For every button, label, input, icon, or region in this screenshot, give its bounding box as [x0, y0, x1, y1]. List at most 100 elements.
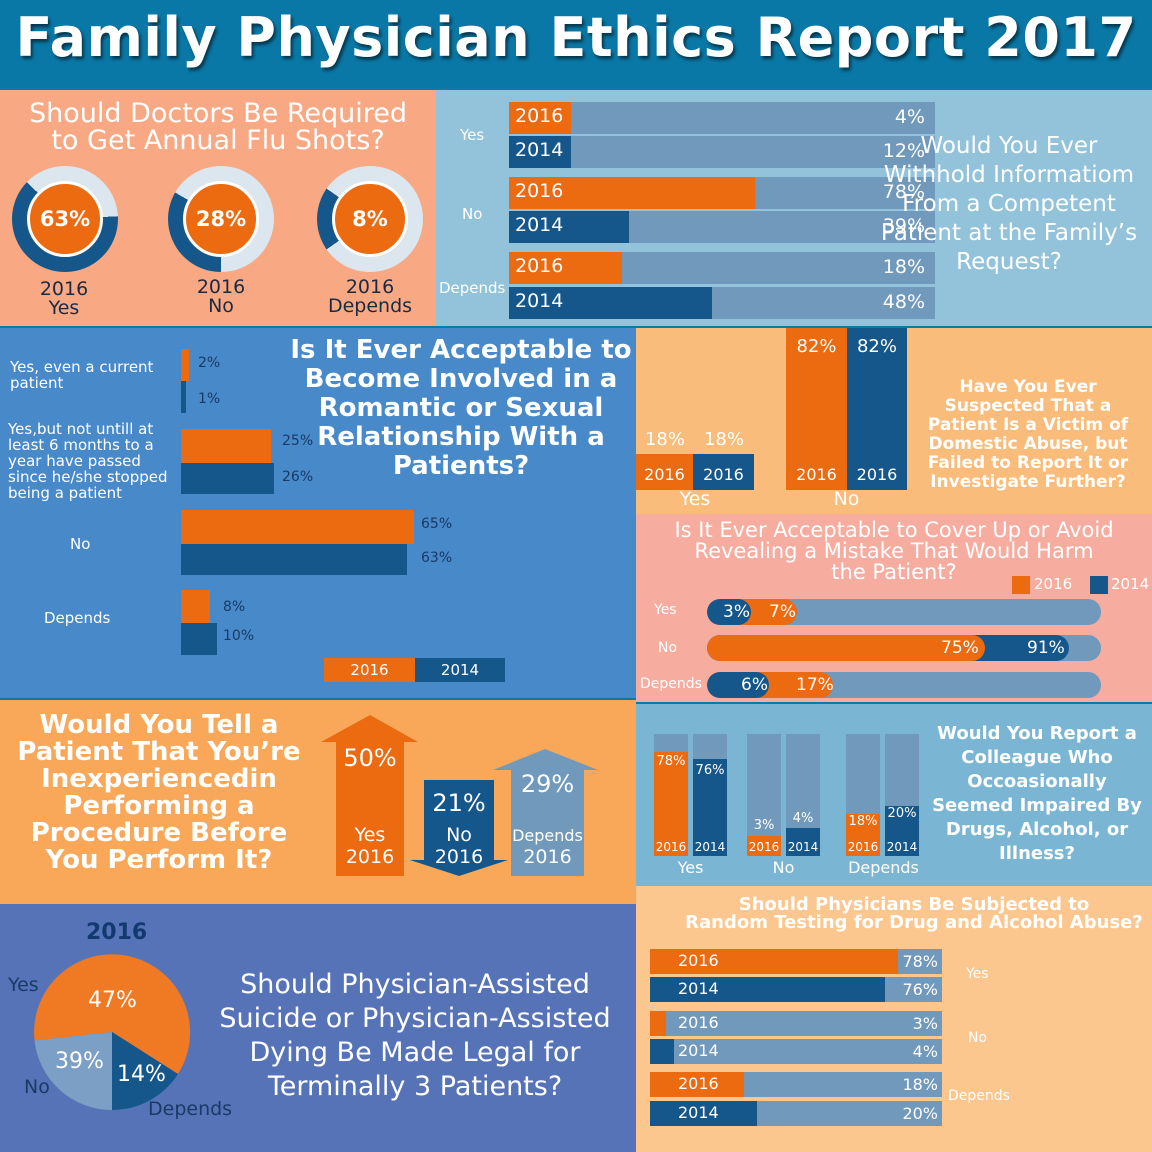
seg-2014	[707, 599, 751, 625]
pct-2014: 3%	[723, 602, 750, 622]
bar-fill	[650, 1101, 757, 1126]
abuse-pct: 82%	[856, 336, 897, 357]
pie-slice-no	[34, 1032, 112, 1110]
bar-fill	[650, 1039, 674, 1064]
donut-no-value: 28%	[183, 181, 259, 257]
withhold-bar-yes-2014: 2014 12%	[509, 136, 935, 168]
cover-pill-depends: 6% 17%	[707, 672, 1101, 698]
bar-fill	[509, 136, 571, 168]
cover-label-depends: Depends	[640, 676, 702, 692]
cover-title-line-1: Is It Ever Acceptable to Cover Up or Avo…	[674, 518, 1114, 542]
seg-2016	[707, 635, 985, 661]
romance-label-current: Yes, even a current patient	[10, 358, 154, 392]
romance-pct: 2%	[198, 355, 221, 371]
pct-2014: 6%	[741, 675, 768, 695]
arrows-graphic	[321, 715, 598, 876]
testing-bar-yes-2014: 2014 76%	[650, 977, 942, 1002]
romance-bar-depends-2014	[181, 623, 217, 655]
cover-label-yes: Yes	[654, 602, 677, 618]
donut-depends-answer: Depends	[327, 295, 413, 317]
romance-pct: 65%	[421, 516, 453, 532]
report-title: Would You Report a Colleague Who Occoasi…	[932, 723, 1142, 864]
withhold-bar-depends-2014: 2014 48%	[509, 287, 935, 319]
arrow-depends-year: 2016	[523, 846, 572, 868]
bar-year: 2014	[515, 290, 564, 312]
testing-title: Should Physicians Be Subjected to Random…	[676, 896, 1152, 932]
report-group-depends: Depends	[848, 858, 919, 877]
dying-title: Should Physician-Assisted Suicide or Phy…	[219, 969, 611, 1102]
legend-2016: 2016	[324, 658, 415, 682]
legend-2014: 2014	[415, 658, 505, 682]
col-pct: 3%	[753, 818, 775, 833]
romance-title: Is It Ever Acceptable to Become Involved…	[290, 335, 632, 481]
arrow-up-depends	[493, 749, 598, 876]
arrow-depends-answer: Depends	[512, 826, 583, 845]
bar-pct: 39%	[882, 215, 925, 237]
arrow-yes-answer: Yes	[354, 824, 386, 846]
bar-year: 2014	[515, 214, 564, 236]
cover-pill-no: 75% 91%	[707, 635, 1101, 661]
bar-fill	[650, 949, 898, 974]
donut-yes-value: 63%	[27, 181, 103, 257]
romance-pct: 25%	[282, 433, 314, 449]
testing-bar-depends-2014: 2014 20%	[650, 1101, 942, 1126]
withhold-bar-no-2016: 2016 78%	[509, 177, 935, 209]
bar-fill	[509, 102, 571, 134]
bar-fill	[650, 1011, 666, 1036]
arrow-depends-pct: 29%	[520, 770, 575, 798]
pie-chart	[34, 954, 191, 1111]
pct-2016: 75%	[941, 638, 979, 658]
bar-year: 2016	[856, 465, 898, 484]
cover-title-line-2: Revealing a Mistake That Would Harm	[694, 539, 1094, 563]
testing-bar-no-2016: 2016 3%	[650, 1011, 942, 1036]
report-col-no-2014: 4% 2014	[786, 734, 820, 856]
flu-title-line-2: to Get Annual Flu Shots?	[51, 125, 385, 156]
arrow-up-yes	[321, 715, 418, 876]
romance-bar-current-2014	[181, 381, 186, 413]
arrow-yes-year: 2016	[345, 846, 395, 868]
col-year: 2014	[886, 840, 918, 854]
romance-pct: 26%	[282, 469, 314, 485]
abuse-title: Have You Ever Suspected That a Patient I…	[927, 377, 1129, 492]
bar-fill	[509, 287, 712, 319]
bar-year: 2016	[515, 180, 564, 202]
flu-shots-panel: Should Doctors Be Required to Get Annual…	[0, 90, 436, 326]
bar-year: 2016	[796, 465, 837, 484]
testing-group-no: No	[968, 1030, 988, 1046]
testing-title-line-1: Should Physicians Be Subjected to	[738, 894, 1090, 915]
bar-pct: 18%	[882, 256, 925, 278]
donut-depends: 8%	[317, 166, 423, 272]
romance-bar-no-2016	[181, 510, 414, 544]
cover-up-title: Is It Ever Acceptable to Cover Up or Avo…	[636, 520, 1152, 583]
donut-no-answer: No	[208, 295, 234, 317]
romance-label-depends: Depends	[44, 609, 111, 627]
col-year: 2016	[655, 840, 687, 854]
tell-inexperience-panel: Would You Tell a Patient That You’re Ine…	[0, 700, 636, 904]
bar-year: 2016	[678, 1074, 719, 1093]
withhold-bar-depends-2016: 2016 18%	[509, 252, 935, 284]
abuse-group-yes: Yes	[679, 488, 711, 510]
legend-2014-swatch	[1090, 576, 1108, 594]
bar-pct: 48%	[882, 291, 925, 313]
arrow-no-pct: 21%	[432, 789, 486, 817]
abuse-pct: 82%	[796, 336, 837, 357]
romance-panel: Is It Ever Acceptable to Become Involved…	[0, 328, 636, 698]
bar-year: 2016	[678, 1013, 719, 1032]
bar-fill	[650, 977, 885, 1002]
bar-fill	[509, 177, 755, 209]
bar-pct: 4%	[894, 106, 925, 128]
col-fill	[654, 752, 688, 856]
donut-yes: 63%	[12, 166, 118, 272]
donut-no-year: 2016	[196, 276, 246, 298]
abuse-group-no: No	[833, 488, 860, 510]
donut-yes-year: 2016	[39, 278, 89, 300]
withhold-info-panel: Yes No Depends 2016 4% 2014 12% 2016 78%…	[436, 90, 1152, 326]
romance-pct: 1%	[198, 391, 221, 407]
report-colleague-panel: 78% 2016 76% 2014 Yes 3% 2016 4% 2014 No…	[636, 704, 1152, 886]
col-fill	[846, 814, 880, 856]
pie-slice-yes	[34, 954, 191, 1074]
withhold-group-no: No	[462, 205, 483, 223]
col-fill	[747, 836, 781, 856]
abuse-pct: 18%	[703, 429, 744, 450]
tell-title: Would You Tell a Patient That You’re Ine…	[17, 710, 301, 875]
